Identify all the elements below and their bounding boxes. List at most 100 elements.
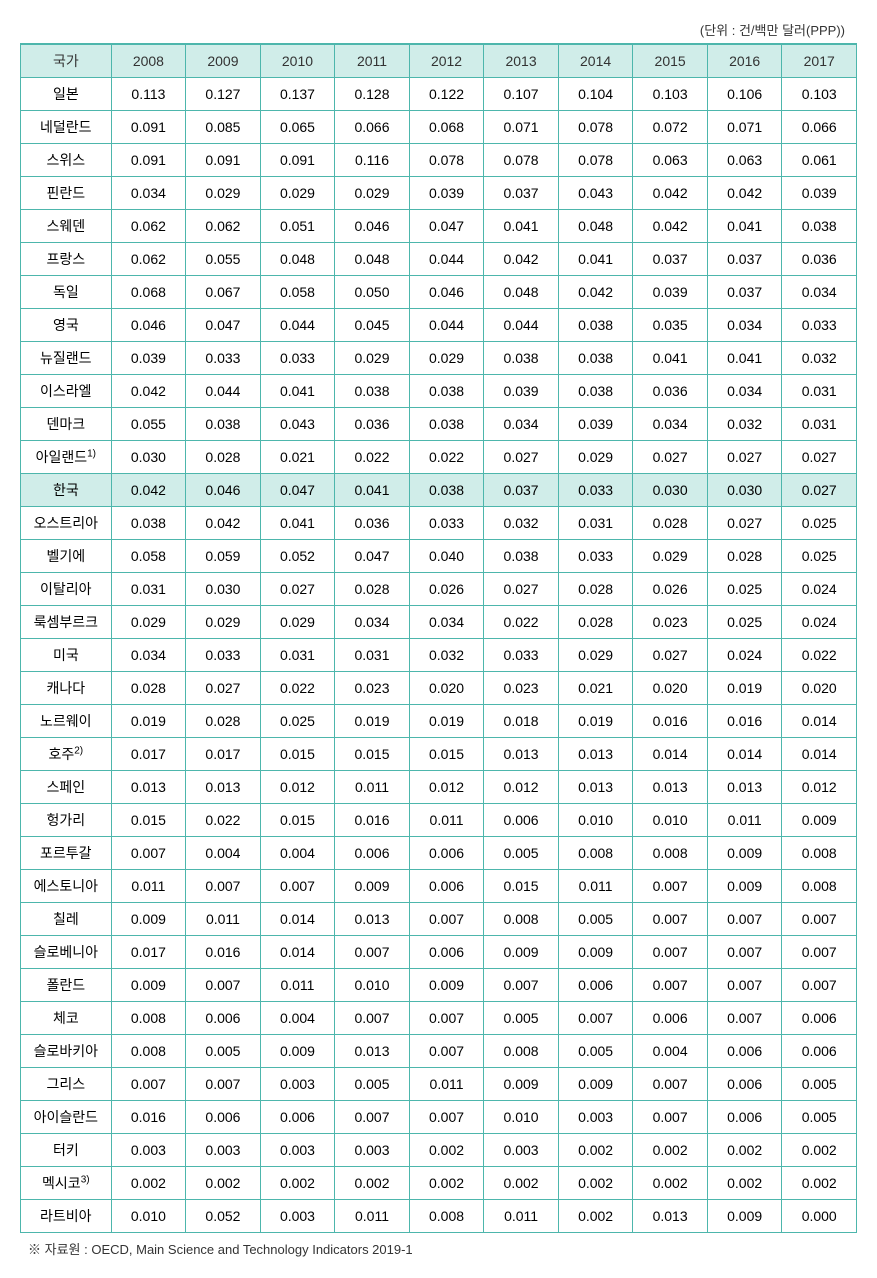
- value-cell: 0.038: [782, 210, 857, 243]
- value-cell: 0.028: [111, 672, 186, 705]
- value-cell: 0.011: [111, 870, 186, 903]
- col-year-2017: 2017: [782, 44, 857, 78]
- value-cell: 0.009: [707, 1200, 782, 1233]
- col-year-2015: 2015: [633, 44, 708, 78]
- value-cell: 0.063: [633, 144, 708, 177]
- table-row: 폴란드0.0090.0070.0110.0100.0090.0070.0060.…: [21, 969, 857, 1002]
- value-cell: 0.013: [558, 771, 633, 804]
- col-year-2010: 2010: [260, 44, 335, 78]
- table-row: 덴마크0.0550.0380.0430.0360.0380.0340.0390.…: [21, 408, 857, 441]
- value-cell: 0.040: [409, 540, 484, 573]
- value-cell: 0.025: [707, 606, 782, 639]
- value-cell: 0.008: [782, 870, 857, 903]
- value-cell: 0.029: [260, 606, 335, 639]
- value-cell: 0.007: [633, 1101, 708, 1134]
- country-cell: 에스토니아: [21, 870, 112, 903]
- value-cell: 0.020: [782, 672, 857, 705]
- value-cell: 0.025: [782, 507, 857, 540]
- country-cell: 멕시코3): [21, 1167, 112, 1200]
- value-cell: 0.002: [707, 1134, 782, 1167]
- value-cell: 0.013: [707, 771, 782, 804]
- value-cell: 0.028: [558, 573, 633, 606]
- country-cell: 벨기에: [21, 540, 112, 573]
- value-cell: 0.052: [186, 1200, 261, 1233]
- value-cell: 0.107: [484, 78, 559, 111]
- value-cell: 0.042: [558, 276, 633, 309]
- value-cell: 0.031: [558, 507, 633, 540]
- value-cell: 0.011: [409, 1068, 484, 1101]
- value-cell: 0.041: [260, 507, 335, 540]
- value-cell: 0.020: [409, 672, 484, 705]
- value-cell: 0.046: [186, 474, 261, 507]
- value-cell: 0.004: [260, 1002, 335, 1035]
- value-cell: 0.034: [633, 408, 708, 441]
- value-cell: 0.009: [484, 936, 559, 969]
- value-cell: 0.067: [186, 276, 261, 309]
- country-cell: 독일: [21, 276, 112, 309]
- value-cell: 0.022: [782, 639, 857, 672]
- value-cell: 0.030: [633, 474, 708, 507]
- value-cell: 0.022: [186, 804, 261, 837]
- value-cell: 0.002: [409, 1134, 484, 1167]
- table-row: 벨기에0.0580.0590.0520.0470.0400.0380.0330.…: [21, 540, 857, 573]
- value-cell: 0.013: [111, 771, 186, 804]
- value-cell: 0.038: [409, 408, 484, 441]
- value-cell: 0.103: [633, 78, 708, 111]
- value-cell: 0.006: [186, 1002, 261, 1035]
- value-cell: 0.007: [707, 1002, 782, 1035]
- value-cell: 0.042: [111, 375, 186, 408]
- value-cell: 0.034: [782, 276, 857, 309]
- value-cell: 0.014: [782, 705, 857, 738]
- value-cell: 0.036: [633, 375, 708, 408]
- value-cell: 0.066: [782, 111, 857, 144]
- value-cell: 0.026: [409, 573, 484, 606]
- table-row: 핀란드0.0340.0290.0290.0290.0390.0370.0430.…: [21, 177, 857, 210]
- value-cell: 0.015: [484, 870, 559, 903]
- value-cell: 0.052: [260, 540, 335, 573]
- value-cell: 0.048: [260, 243, 335, 276]
- value-cell: 0.038: [484, 540, 559, 573]
- country-cell: 스페인: [21, 771, 112, 804]
- country-cell: 미국: [21, 639, 112, 672]
- value-cell: 0.003: [260, 1068, 335, 1101]
- value-cell: 0.012: [782, 771, 857, 804]
- value-cell: 0.006: [260, 1101, 335, 1134]
- country-cell: 이탈리아: [21, 573, 112, 606]
- value-cell: 0.033: [484, 639, 559, 672]
- value-cell: 0.048: [484, 276, 559, 309]
- table-row: 아일랜드1)0.0300.0280.0210.0220.0220.0270.02…: [21, 441, 857, 474]
- value-cell: 0.043: [558, 177, 633, 210]
- country-cell: 뉴질랜드: [21, 342, 112, 375]
- value-cell: 0.033: [186, 639, 261, 672]
- value-cell: 0.014: [782, 738, 857, 771]
- col-country: 국가: [21, 44, 112, 78]
- value-cell: 0.030: [186, 573, 261, 606]
- value-cell: 0.103: [782, 78, 857, 111]
- value-cell: 0.004: [186, 837, 261, 870]
- table-row: 그리스0.0070.0070.0030.0050.0110.0090.0090.…: [21, 1068, 857, 1101]
- value-cell: 0.000: [782, 1200, 857, 1233]
- value-cell: 0.062: [111, 210, 186, 243]
- value-cell: 0.034: [111, 639, 186, 672]
- value-cell: 0.002: [558, 1200, 633, 1233]
- value-cell: 0.031: [111, 573, 186, 606]
- value-cell: 0.116: [335, 144, 410, 177]
- value-cell: 0.013: [335, 903, 410, 936]
- value-cell: 0.066: [335, 111, 410, 144]
- value-cell: 0.022: [260, 672, 335, 705]
- value-cell: 0.025: [782, 540, 857, 573]
- value-cell: 0.009: [335, 870, 410, 903]
- value-cell: 0.011: [558, 870, 633, 903]
- value-cell: 0.029: [260, 177, 335, 210]
- value-cell: 0.013: [484, 738, 559, 771]
- value-cell: 0.037: [484, 177, 559, 210]
- value-cell: 0.027: [484, 441, 559, 474]
- value-cell: 0.068: [111, 276, 186, 309]
- table-row: 이탈리아0.0310.0300.0270.0280.0260.0270.0280…: [21, 573, 857, 606]
- value-cell: 0.091: [260, 144, 335, 177]
- value-cell: 0.044: [409, 309, 484, 342]
- col-year-2016: 2016: [707, 44, 782, 78]
- value-cell: 0.085: [186, 111, 261, 144]
- value-cell: 0.016: [707, 705, 782, 738]
- value-cell: 0.027: [633, 441, 708, 474]
